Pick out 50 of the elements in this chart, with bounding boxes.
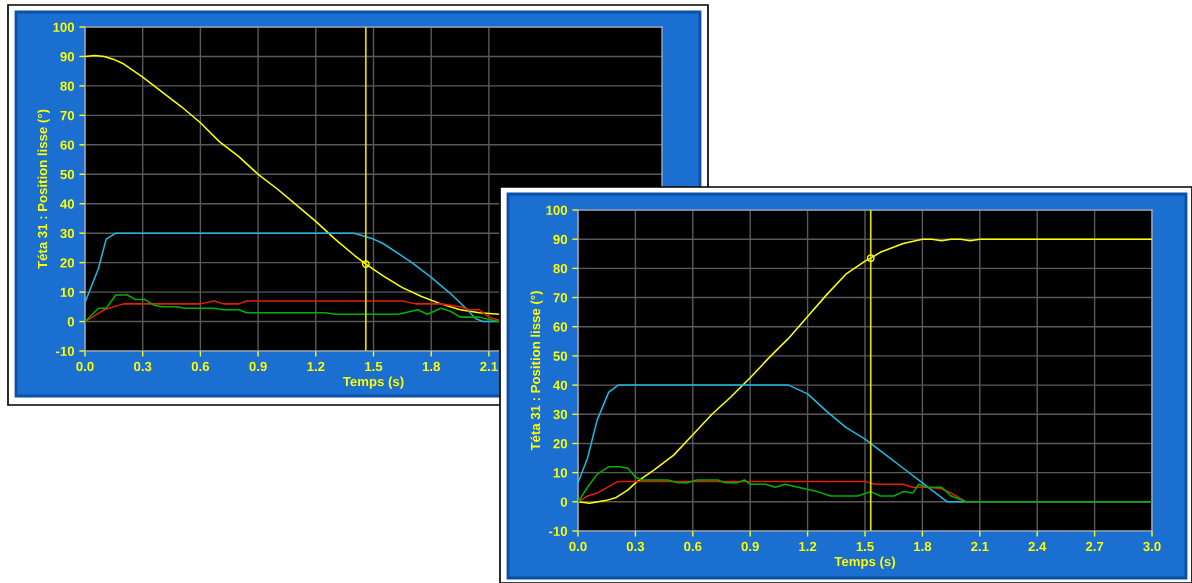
x-tick-label: 0.0	[569, 541, 587, 552]
y-tick-label: 100	[546, 205, 568, 215]
y-tick-label: 70	[553, 293, 568, 303]
x-tick-label: 0.9	[741, 541, 759, 552]
x-axis-title: Temps (s)	[834, 556, 896, 569]
y-axis-title: Téta 31 : Position lisse (°)	[37, 109, 50, 269]
y-tick-label: 100	[53, 22, 75, 32]
line-series	[85, 294, 500, 323]
x-tick-label: 2.1	[480, 361, 498, 371]
y-tick-label: 50	[60, 169, 75, 180]
x-tick-label: 2.1	[971, 541, 989, 551]
x-tick-label: 0.3	[626, 541, 645, 552]
y-tick-label: 50	[553, 351, 568, 361]
x-tick-label: 1.5	[365, 361, 383, 372]
y-tick-label: 90	[60, 52, 75, 62]
line-series	[578, 466, 1152, 503]
y-tick-label: 20	[553, 439, 568, 449]
y-tick-label: 0	[560, 497, 568, 507]
y-tick-label: 90	[553, 234, 568, 245]
y-tick-label: 30	[553, 409, 568, 420]
x-tick-label: 2.4	[1028, 541, 1047, 551]
y-tick-label: 80	[60, 81, 75, 91]
x-tick-label: 0.6	[191, 361, 210, 372]
x-tick-label: 1.8	[914, 541, 932, 552]
line-series	[85, 300, 500, 323]
y-tick-label: 10	[60, 287, 75, 297]
y-tick-label: 70	[60, 110, 75, 121]
x-tick-label: 1.5	[856, 541, 874, 552]
x-tick-label: 0.6	[684, 541, 702, 552]
y-tick-label: -10	[56, 346, 75, 356]
y-tick-label: 40	[60, 199, 75, 209]
x-tick-label: 0.0	[76, 361, 94, 372]
x-tick-label: 2.7	[1085, 541, 1104, 551]
y-tick-label: 40	[553, 380, 568, 390]
y-axis-title: Téta 31 : Position lisse (°)	[530, 291, 543, 451]
y-tick-label: 0	[67, 317, 75, 327]
y-tick-label: 20	[60, 258, 75, 268]
x-tick-label: 0.9	[249, 361, 267, 372]
y-tick-label: 60	[553, 322, 568, 332]
x-tick-label: 1.8	[422, 361, 440, 372]
x-tick-label: 1.2	[799, 541, 817, 551]
y-tick-label: 10	[553, 468, 568, 478]
x-tick-label: 0.3	[134, 361, 152, 372]
x-axis-title: Temps (s)	[342, 376, 404, 389]
y-tick-label: 30	[60, 228, 75, 239]
y-tick-label: 80	[553, 263, 568, 274]
y-tick-label: 60	[60, 140, 75, 150]
x-tick-label: 3.0	[1143, 541, 1161, 552]
x-tick-label: 1.2	[307, 361, 325, 371]
y-tick-label: -10	[549, 526, 568, 536]
